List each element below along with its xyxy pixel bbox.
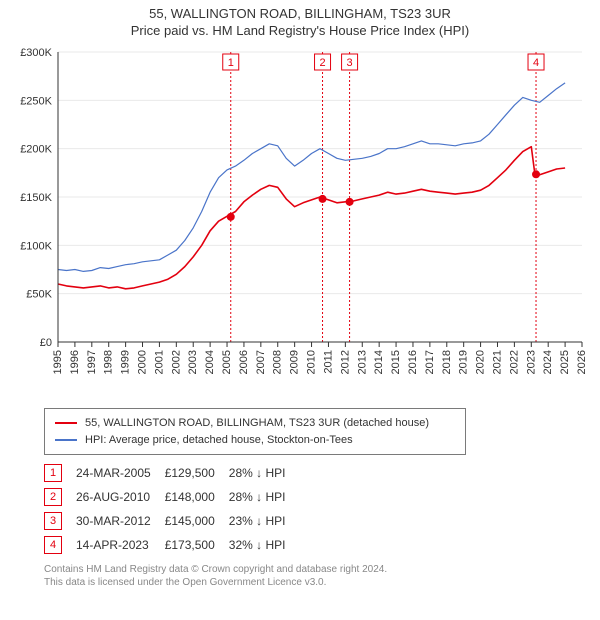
- svg-text:2025: 2025: [559, 350, 571, 374]
- legend-label: HPI: Average price, detached house, Stoc…: [85, 432, 353, 449]
- svg-text:2: 2: [319, 57, 325, 69]
- event-diff: 28% ↓ HPI: [229, 461, 300, 485]
- event-date: 24-MAR-2005: [76, 461, 165, 485]
- legend-swatch: [55, 439, 77, 441]
- svg-text:2003: 2003: [187, 350, 199, 374]
- svg-text:1999: 1999: [120, 350, 132, 374]
- svg-text:2016: 2016: [407, 350, 419, 374]
- svg-text:2021: 2021: [491, 350, 503, 374]
- svg-text:1996: 1996: [69, 350, 81, 374]
- svg-text:2000: 2000: [137, 350, 149, 374]
- svg-text:2024: 2024: [542, 350, 554, 374]
- footer-line-2: This data is licensed under the Open Gov…: [44, 576, 592, 589]
- event-date: 30-MAR-2012: [76, 509, 165, 533]
- svg-text:2020: 2020: [475, 350, 487, 374]
- legend-item: 55, WALLINGTON ROAD, BILLINGHAM, TS23 3U…: [55, 415, 455, 432]
- chart-titles: 55, WALLINGTON ROAD, BILLINGHAM, TS23 3U…: [8, 6, 592, 38]
- footer-line-1: Contains HM Land Registry data © Crown c…: [44, 563, 592, 576]
- svg-text:2004: 2004: [204, 350, 216, 374]
- event-row: 2 26-AUG-2010£148,00028% ↓ HPI: [44, 485, 299, 509]
- svg-text:1: 1: [228, 57, 234, 69]
- event-marker: 3: [44, 512, 62, 530]
- event-price: £129,500: [165, 461, 229, 485]
- svg-text:2014: 2014: [373, 350, 385, 374]
- event-marker: 1: [44, 464, 62, 482]
- svg-text:1997: 1997: [86, 350, 98, 374]
- svg-text:2005: 2005: [221, 350, 233, 374]
- svg-text:£150K: £150K: [20, 192, 52, 204]
- legend-label: 55, WALLINGTON ROAD, BILLINGHAM, TS23 3U…: [85, 415, 429, 432]
- svg-text:2007: 2007: [255, 350, 267, 374]
- legend-item: HPI: Average price, detached house, Stoc…: [55, 432, 455, 449]
- event-price: £145,000: [165, 509, 229, 533]
- svg-text:£250K: £250K: [20, 95, 52, 107]
- svg-text:2023: 2023: [525, 350, 537, 374]
- svg-text:2018: 2018: [441, 350, 453, 374]
- event-diff: 28% ↓ HPI: [229, 485, 300, 509]
- svg-text:3: 3: [347, 57, 353, 69]
- chart-svg: £0 £50K £100K £150K £200K £250K £300K 1 2 3 4 1995 1…: [8, 42, 592, 402]
- event-row: 4 14-APR-2023£173,50032% ↓ HPI: [44, 533, 299, 557]
- svg-text:£50K: £50K: [26, 289, 52, 301]
- svg-text:2001: 2001: [153, 350, 165, 374]
- svg-text:£300K: £300K: [20, 47, 52, 59]
- svg-text:2017: 2017: [424, 350, 436, 374]
- svg-text:4: 4: [533, 57, 539, 69]
- events-table: 1 24-MAR-2005£129,50028% ↓ HPI 2 26-AUG-201…: [44, 461, 592, 557]
- svg-text:£100K: £100K: [20, 240, 52, 252]
- event-price: £173,500: [165, 533, 229, 557]
- svg-text:2012: 2012: [339, 350, 351, 374]
- svg-text:2009: 2009: [289, 350, 301, 374]
- title-line-1: 55, WALLINGTON ROAD, BILLINGHAM, TS23 3U…: [8, 6, 592, 21]
- svg-text:2026: 2026: [576, 350, 588, 374]
- event-date: 26-AUG-2010: [76, 485, 165, 509]
- event-row: 1 24-MAR-2005£129,50028% ↓ HPI: [44, 461, 299, 485]
- event-price: £148,000: [165, 485, 229, 509]
- event-diff: 32% ↓ HPI: [229, 533, 300, 557]
- svg-text:2002: 2002: [170, 350, 182, 374]
- svg-text:2022: 2022: [508, 350, 520, 374]
- event-marker: 4: [44, 536, 62, 554]
- title-line-2: Price paid vs. HM Land Registry's House …: [8, 23, 592, 38]
- svg-text:£0: £0: [40, 337, 52, 349]
- footer-attribution: Contains HM Land Registry data © Crown c…: [44, 563, 592, 589]
- svg-text:2006: 2006: [238, 350, 250, 374]
- svg-text:2019: 2019: [458, 350, 470, 374]
- svg-text:2010: 2010: [306, 350, 318, 374]
- event-date: 14-APR-2023: [76, 533, 165, 557]
- svg-text:1998: 1998: [103, 350, 115, 374]
- chart-area: £0 £50K £100K £150K £200K £250K £300K 1 2 3 4 1995 1…: [8, 42, 592, 402]
- svg-text:2013: 2013: [356, 350, 368, 374]
- legend-swatch: [55, 422, 77, 424]
- svg-text:2011: 2011: [322, 350, 334, 374]
- svg-text:2015: 2015: [390, 350, 402, 374]
- event-row: 3 30-MAR-2012£145,00023% ↓ HPI: [44, 509, 299, 533]
- svg-text:1995: 1995: [52, 350, 64, 374]
- event-marker: 2: [44, 488, 62, 506]
- legend-box: 55, WALLINGTON ROAD, BILLINGHAM, TS23 3U…: [44, 408, 466, 455]
- event-diff: 23% ↓ HPI: [229, 509, 300, 533]
- svg-text:£200K: £200K: [20, 144, 52, 156]
- svg-text:2008: 2008: [272, 350, 284, 374]
